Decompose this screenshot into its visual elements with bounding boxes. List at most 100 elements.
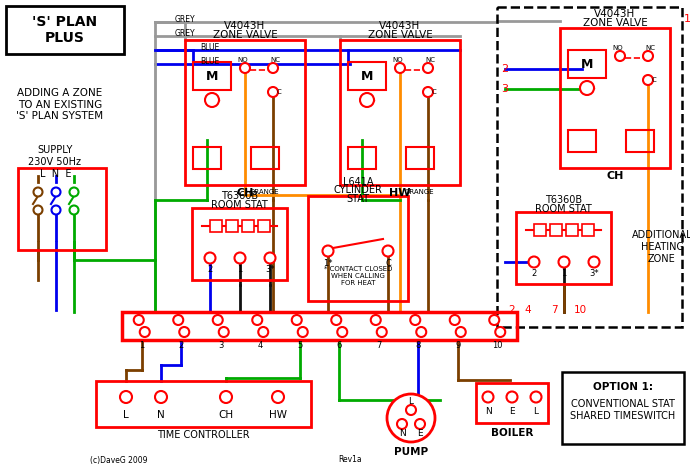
Text: E: E bbox=[509, 407, 515, 416]
Text: C: C bbox=[385, 258, 391, 268]
Circle shape bbox=[235, 253, 246, 263]
Bar bbox=[193, 62, 231, 90]
Circle shape bbox=[615, 51, 625, 61]
Text: 7: 7 bbox=[376, 342, 382, 351]
Text: ZONE VALVE: ZONE VALVE bbox=[213, 30, 277, 40]
Text: V4043H: V4043H bbox=[380, 21, 421, 31]
Circle shape bbox=[643, 75, 653, 85]
Text: HW: HW bbox=[269, 410, 287, 420]
Circle shape bbox=[219, 327, 229, 337]
Circle shape bbox=[371, 315, 381, 325]
Circle shape bbox=[423, 63, 433, 73]
Circle shape bbox=[395, 63, 405, 73]
Text: BLUE: BLUE bbox=[200, 58, 219, 66]
Text: 2: 2 bbox=[208, 265, 213, 275]
Circle shape bbox=[205, 93, 219, 107]
Text: 3: 3 bbox=[218, 342, 224, 351]
Bar bbox=[6, 6, 124, 54]
Text: NC: NC bbox=[270, 57, 280, 63]
Circle shape bbox=[589, 256, 600, 268]
Bar bbox=[560, 28, 670, 168]
Circle shape bbox=[292, 315, 302, 325]
Bar bbox=[516, 212, 611, 284]
Circle shape bbox=[258, 327, 268, 337]
Bar bbox=[348, 147, 376, 169]
Text: L: L bbox=[408, 396, 413, 405]
Text: BOILER: BOILER bbox=[491, 428, 533, 438]
Circle shape bbox=[264, 253, 275, 263]
Circle shape bbox=[272, 391, 284, 403]
Bar bbox=[226, 220, 238, 232]
Circle shape bbox=[580, 81, 594, 95]
Text: (c)DaveG 2009: (c)DaveG 2009 bbox=[90, 455, 148, 465]
Bar bbox=[258, 220, 270, 232]
Bar bbox=[582, 224, 594, 236]
Text: 8: 8 bbox=[415, 342, 421, 351]
Circle shape bbox=[529, 256, 540, 268]
Text: GREY: GREY bbox=[175, 15, 196, 23]
Circle shape bbox=[155, 391, 167, 403]
Circle shape bbox=[120, 391, 132, 403]
Circle shape bbox=[397, 419, 407, 429]
Bar bbox=[18, 168, 106, 250]
Text: ROOM STAT: ROOM STAT bbox=[211, 200, 268, 210]
Circle shape bbox=[268, 87, 278, 97]
Text: N: N bbox=[157, 410, 165, 420]
Bar bbox=[348, 62, 386, 90]
Bar bbox=[562, 372, 684, 444]
Text: 2: 2 bbox=[531, 270, 537, 278]
Circle shape bbox=[423, 87, 433, 97]
Text: NO: NO bbox=[393, 57, 404, 63]
Bar bbox=[406, 147, 434, 169]
Circle shape bbox=[416, 327, 426, 337]
Text: BLUE: BLUE bbox=[200, 44, 219, 52]
Text: C: C bbox=[651, 77, 656, 83]
Text: ORANGE: ORANGE bbox=[405, 189, 435, 195]
Text: 1: 1 bbox=[139, 342, 144, 351]
Circle shape bbox=[240, 63, 250, 73]
Circle shape bbox=[70, 188, 79, 197]
Text: NC: NC bbox=[425, 57, 435, 63]
Text: PUMP: PUMP bbox=[394, 447, 428, 457]
Text: ZONE VALVE: ZONE VALVE bbox=[368, 30, 433, 40]
Text: STAT: STAT bbox=[346, 194, 370, 204]
Text: V4043H: V4043H bbox=[224, 21, 266, 31]
Circle shape bbox=[70, 205, 79, 214]
Circle shape bbox=[298, 327, 308, 337]
Text: ORANGE: ORANGE bbox=[250, 189, 279, 195]
Text: ROOM STAT: ROOM STAT bbox=[535, 204, 592, 214]
Text: NC: NC bbox=[645, 45, 655, 51]
Text: 1: 1 bbox=[562, 270, 566, 278]
Circle shape bbox=[360, 93, 374, 107]
Circle shape bbox=[415, 419, 425, 429]
Text: L  N  E: L N E bbox=[40, 169, 72, 179]
Bar bbox=[566, 224, 578, 236]
Circle shape bbox=[34, 188, 43, 197]
Circle shape bbox=[506, 392, 518, 402]
Text: N: N bbox=[484, 407, 491, 416]
Text: CONVENTIONAL STAT
SHARED TIMESWITCH: CONVENTIONAL STAT SHARED TIMESWITCH bbox=[571, 399, 676, 421]
Bar bbox=[242, 220, 254, 232]
Text: 10: 10 bbox=[492, 342, 502, 351]
Circle shape bbox=[220, 391, 232, 403]
Bar bbox=[251, 147, 279, 169]
Text: 7: 7 bbox=[551, 305, 558, 315]
Circle shape bbox=[450, 315, 460, 325]
Circle shape bbox=[52, 188, 61, 197]
Text: L: L bbox=[123, 410, 129, 420]
Circle shape bbox=[489, 315, 500, 325]
Text: 6: 6 bbox=[337, 342, 342, 351]
Text: Rev1a: Rev1a bbox=[338, 455, 362, 465]
Circle shape bbox=[531, 392, 542, 402]
Circle shape bbox=[643, 51, 653, 61]
Bar bbox=[340, 40, 460, 185]
Text: ADDITIONAL
HEATING
ZONE: ADDITIONAL HEATING ZONE bbox=[631, 230, 690, 263]
Text: T6360B: T6360B bbox=[221, 191, 258, 201]
Text: 5: 5 bbox=[297, 342, 302, 351]
Text: NO: NO bbox=[613, 45, 623, 51]
Circle shape bbox=[331, 315, 342, 325]
Text: N: N bbox=[399, 430, 406, 439]
Circle shape bbox=[495, 327, 505, 337]
Text: ZONE VALVE: ZONE VALVE bbox=[582, 18, 647, 28]
Text: 1*: 1* bbox=[323, 258, 333, 268]
